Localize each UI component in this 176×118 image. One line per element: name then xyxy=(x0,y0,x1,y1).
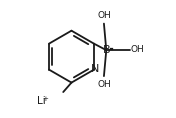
Text: N: N xyxy=(91,64,100,74)
Text: B: B xyxy=(103,45,111,55)
Text: +: + xyxy=(42,96,48,101)
Text: Li: Li xyxy=(37,97,45,106)
Text: OH: OH xyxy=(131,45,144,54)
Text: OH: OH xyxy=(97,11,111,20)
Text: OH: OH xyxy=(97,80,111,89)
